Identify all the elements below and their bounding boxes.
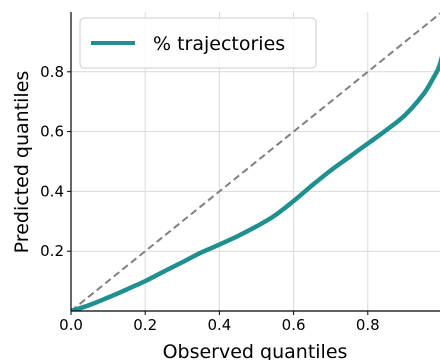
legend: % trajectories (79, 17, 317, 69)
reference-diagonal-line (71, 12, 440, 311)
x-tick-labels: 0.0 0.2 0.4 0.6 0.8 (59, 311, 380, 334)
x-tick-label-1: 0.2 (133, 316, 157, 334)
x-tick-label-4: 0.8 (356, 316, 380, 334)
y-axis-label: Predicted quantiles (11, 71, 33, 254)
legend-box (79, 17, 317, 69)
y-tick-label-2: 0.6 (40, 123, 64, 141)
y-tick-label-3: 0.8 (40, 63, 64, 81)
x-tick-label-2: 0.4 (207, 316, 231, 334)
y-tick-label-1: 0.4 (40, 182, 64, 200)
trajectories-series-line (71, 55, 440, 311)
x-axis-label: Observed quantiles (163, 341, 348, 360)
x-tick-label-3: 0.6 (282, 316, 306, 334)
legend-label: % trajectories (153, 33, 285, 55)
y-tick-label-0: 0.2 (40, 242, 64, 260)
axes-frame (70, 12, 440, 312)
x-tick-label-0: 0.0 (59, 316, 83, 334)
y-tick-labels: 0.2 0.4 0.6 0.8 (40, 63, 71, 260)
